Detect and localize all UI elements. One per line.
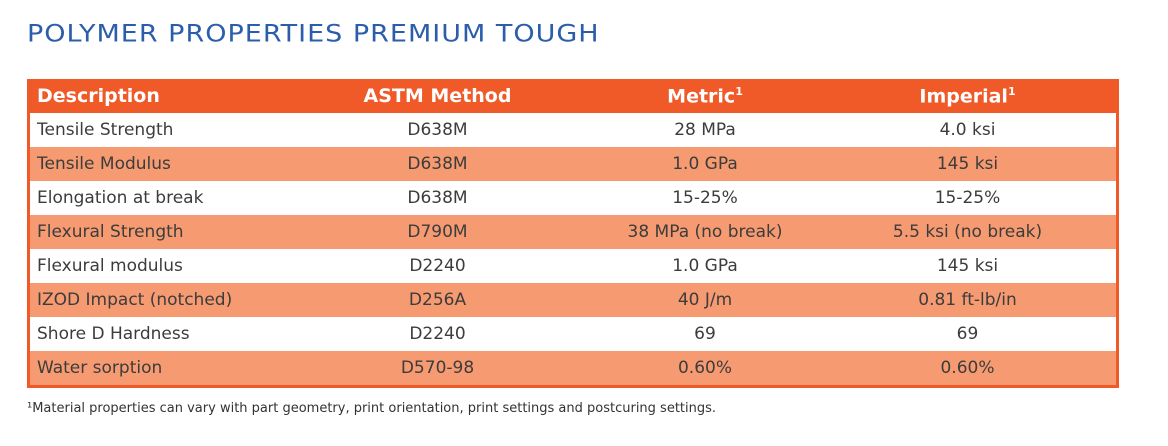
header-astm: ASTM Method — [320, 85, 555, 107]
header-imperial: Imperial1 — [855, 85, 1080, 107]
table-row: IZOD Impact (notched) D256A 40 J/m 0.81 ft-… — [30, 283, 1116, 317]
cell-astm-method: D570-98 — [400, 358, 475, 378]
footnote-marker: 1 — [1007, 84, 1016, 98]
table-row: Tensile Strength D638M 28 MPa 4.0 ksi — [30, 113, 1116, 147]
cell-description: Shore D Hardness — [37, 324, 190, 344]
cell-description: Tensile Modulus — [37, 154, 171, 174]
table-header: Description ASTM Method Metric1 Imperial… — [30, 79, 1116, 113]
table-row: Elongation at break D638M 15-25% 15-25% — [30, 181, 1116, 215]
cell-astm-method: D2240 — [409, 324, 466, 344]
cell-metric: 28 MPa — [674, 120, 736, 140]
table-row: Water sorption D570-98 0.60% 0.60% — [30, 351, 1116, 385]
properties-table: Description ASTM Method Metric1 Imperial… — [27, 79, 1119, 388]
cell-imperial: 15-25% — [934, 188, 1001, 208]
cell-description: Elongation at break — [37, 188, 204, 208]
header-label: Description — [37, 85, 160, 107]
table-row: Flexural Strength D790M 38 MPa (no break) 5… — [30, 215, 1116, 249]
table-row: Shore D Hardness D2240 69 69 — [30, 317, 1116, 351]
cell-astm-method: D256A — [408, 290, 467, 310]
cell-metric: 69 — [694, 324, 716, 344]
cell-imperial: 0.81 ft-lb/in — [918, 290, 1017, 310]
cell-imperial: 4.0 ksi — [939, 120, 996, 140]
cell-description: Flexural modulus — [37, 256, 183, 276]
cell-metric: 40 J/m — [677, 290, 733, 310]
cell-description: Tensile Strength — [37, 120, 174, 140]
cell-metric: 0.60% — [677, 358, 732, 378]
header-description: Description — [30, 85, 320, 107]
cell-metric: 1.0 GPa — [672, 256, 738, 276]
cell-description: Water sorption — [37, 358, 163, 378]
cell-imperial: 145 ksi — [936, 154, 999, 174]
cell-astm-method: D638M — [407, 154, 468, 174]
cell-astm-method: D2240 — [409, 256, 466, 276]
cell-astm-method: D638M — [407, 188, 468, 208]
header-label: Metric — [667, 85, 736, 108]
cell-metric: 1.0 GPa — [672, 154, 738, 174]
table-row: Flexural modulus D2240 1.0 GPa 145 ksi — [30, 249, 1116, 283]
cell-metric: 15-25% — [672, 188, 738, 208]
header-label: Imperial — [919, 85, 1008, 108]
footnote-marker: 1 — [735, 84, 743, 98]
header-label: ASTM Method — [363, 85, 512, 107]
cell-description: IZOD Impact (notched) — [37, 290, 233, 310]
header-metric: Metric1 — [555, 85, 855, 107]
table-row: Tensile Modulus D638M 1.0 GPa 145 ksi — [30, 147, 1116, 181]
footnote: ¹Material properties can vary with part … — [27, 401, 717, 416]
page-title: POLYMER PROPERTIES PREMIUM TOUGH — [27, 20, 600, 48]
cell-imperial: 69 — [956, 324, 979, 344]
cell-imperial: 5.5 ksi (no break) — [892, 222, 1043, 242]
cell-imperial: 0.60% — [940, 358, 995, 378]
cell-astm-method: D638M — [407, 120, 468, 140]
cell-description: Flexural Strength — [37, 222, 184, 242]
cell-astm-method: D790M — [407, 222, 468, 242]
cell-imperial: 145 ksi — [936, 256, 999, 276]
cell-metric: 38 MPa (no break) — [627, 222, 783, 242]
